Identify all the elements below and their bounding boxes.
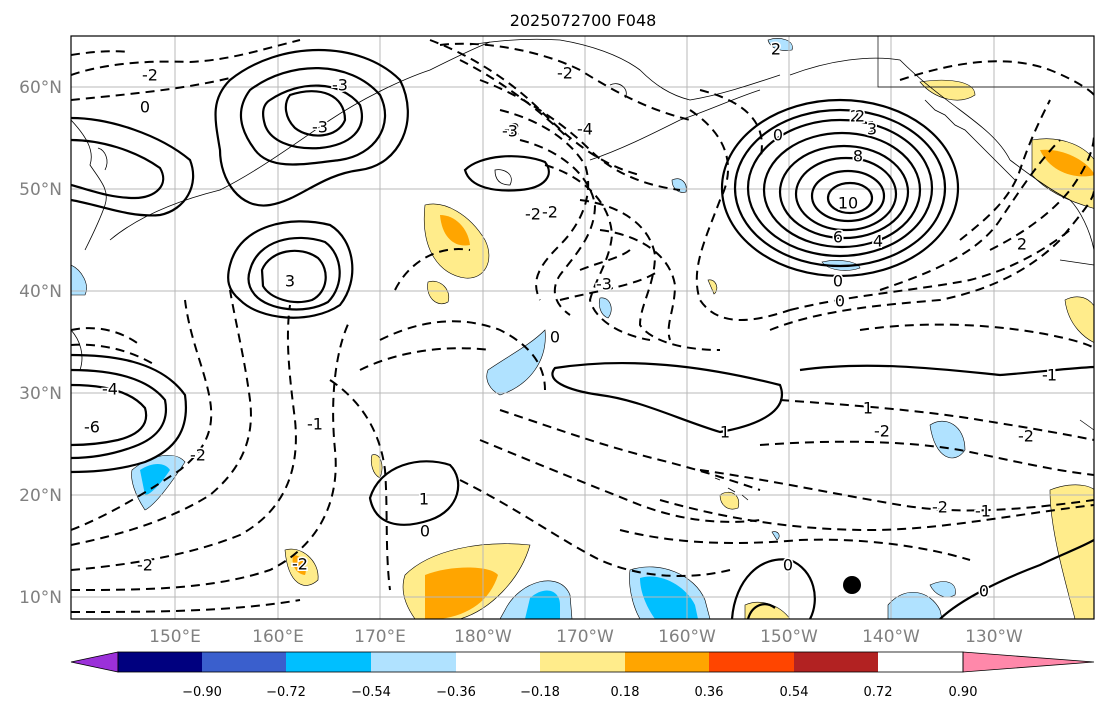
lon-tick-label: 130°W — [965, 627, 1023, 647]
positive-contours — [71, 49, 1094, 619]
lat-tick-label: 40°N — [19, 282, 62, 302]
contour-label: 0 — [835, 292, 845, 311]
contour-label: 0 — [783, 556, 793, 575]
contour-label: 3 — [867, 120, 877, 139]
contour-label: -2 — [1018, 427, 1034, 446]
colorbar — [70, 651, 1095, 673]
contour-label: -2 — [137, 556, 153, 575]
lon-tick-label: 170°E — [354, 627, 406, 647]
contour-label: 1 — [419, 490, 429, 509]
contour-label: -4 — [102, 380, 118, 399]
colorbar-segment — [625, 652, 709, 672]
contour-label: 0 — [833, 272, 843, 291]
colorbar-ticks: −0.90 −0.72 −0.54 −0.36 −0.18 0.18 0.36 … — [182, 685, 977, 700]
contour-label: 0 — [773, 126, 783, 145]
lat-tick-label: 30°N — [19, 384, 62, 404]
contour-label: 2 — [562, 64, 572, 83]
map-title: 2025072700 F048 — [510, 11, 657, 30]
contour-label: -6 — [84, 418, 100, 437]
colorbar-extend-high — [962, 651, 1095, 673]
lat-tick-label: 60°N — [19, 78, 62, 98]
contour-label: 0 — [979, 582, 989, 601]
colorbar-tick-label: −0.72 — [266, 685, 306, 700]
contour-label: 0 — [550, 328, 560, 347]
contour-label: -3 — [332, 76, 348, 95]
contour-label: 1 — [1047, 366, 1057, 385]
station-marker — [843, 576, 861, 594]
contour-label: -3 — [502, 122, 518, 141]
colorbar-segment — [540, 652, 625, 672]
colorbar-segment — [709, 652, 794, 672]
colorbar-tick-label: −0.36 — [436, 685, 476, 700]
contour-label: -2 — [525, 205, 541, 224]
contour-label: -4 — [577, 120, 593, 139]
contour-label: 6 — [833, 228, 843, 247]
contour-label: 2 — [771, 40, 781, 59]
colorbar-tick-label: −0.54 — [351, 685, 391, 700]
colorbar-tick-label: 0.36 — [695, 685, 724, 700]
colorbar-tick-label: −0.18 — [520, 685, 560, 700]
contour-label: -2 — [557, 64, 573, 83]
colorbar-tick-label: 0.54 — [780, 685, 809, 700]
lon-tick-label: 140°W — [862, 627, 920, 647]
contour-label: 2 — [1017, 235, 1027, 254]
colorbar-extend-low — [70, 651, 119, 673]
contour-label: 3 — [285, 272, 295, 291]
contour-label: 1 — [867, 118, 877, 137]
lon-tick-label: 180°W — [454, 627, 512, 647]
latitude-axis: 60°N 50°N 40°N 30°N 20°N 10°N — [19, 78, 62, 608]
coastlines — [71, 38, 1094, 501]
contour-label: -2 — [874, 422, 890, 441]
contour-label: 1 — [720, 423, 730, 442]
contour-label: -2 — [932, 498, 948, 517]
contour-label: -1 — [1042, 366, 1058, 385]
contour-label: 0 — [140, 98, 150, 117]
colorbar-segment — [286, 652, 371, 672]
contour-label: 10 — [838, 194, 858, 213]
lon-tick-label: 170°W — [556, 627, 614, 647]
colorbar-segment — [794, 652, 878, 672]
map-frame — [70, 35, 1095, 620]
colorbar-segment — [456, 652, 540, 672]
lon-tick-label: 160°W — [658, 627, 716, 647]
contour-label: -1 — [975, 502, 991, 521]
colorbar-segment — [202, 652, 286, 672]
colorbar-frame — [117, 651, 964, 673]
lon-tick-label: 150°W — [760, 627, 818, 647]
contour-label: 2 — [850, 107, 860, 126]
colorbar-tick-label: 0.72 — [864, 685, 893, 700]
lat-tick-label: 20°N — [19, 486, 62, 506]
graticule — [71, 36, 1094, 619]
contour-label: -1 — [307, 415, 323, 434]
contour-label: 1 — [863, 399, 873, 418]
contour-label: -3 — [312, 118, 328, 137]
contour-label: -3 — [596, 275, 612, 294]
lon-tick-label: 160°E — [252, 627, 304, 647]
contour-label: -2 — [542, 203, 558, 222]
contour-label: 4 — [873, 232, 883, 251]
lat-tick-label: 50°N — [19, 180, 62, 200]
contour-label: 2 — [855, 107, 865, 126]
contour-label: -2 — [504, 120, 520, 139]
contour-label: -2 — [292, 555, 308, 574]
longitude-axis: 150°E 160°E 170°E 180°W 170°W 160°W 150°… — [149, 627, 1023, 647]
shaded-anomalies — [71, 38, 1094, 619]
negative-contours — [71, 39, 1094, 613]
contour-label: 0 — [420, 522, 430, 541]
lon-tick-label: 150°E — [149, 627, 201, 647]
contour-label: 8 — [853, 147, 863, 166]
colorbar-tick-label: 0.18 — [611, 685, 640, 700]
colorbar-segment — [118, 652, 202, 672]
colorbar-tick-label: −0.90 — [182, 685, 222, 700]
contour-label: -2 — [190, 446, 206, 465]
contour-label: -2 — [142, 66, 158, 85]
lat-tick-label: 10°N — [19, 588, 62, 608]
colorbar-segment — [371, 652, 456, 672]
political-borders — [877, 36, 1094, 431]
colorbar-tick-label: 0.90 — [949, 685, 978, 700]
